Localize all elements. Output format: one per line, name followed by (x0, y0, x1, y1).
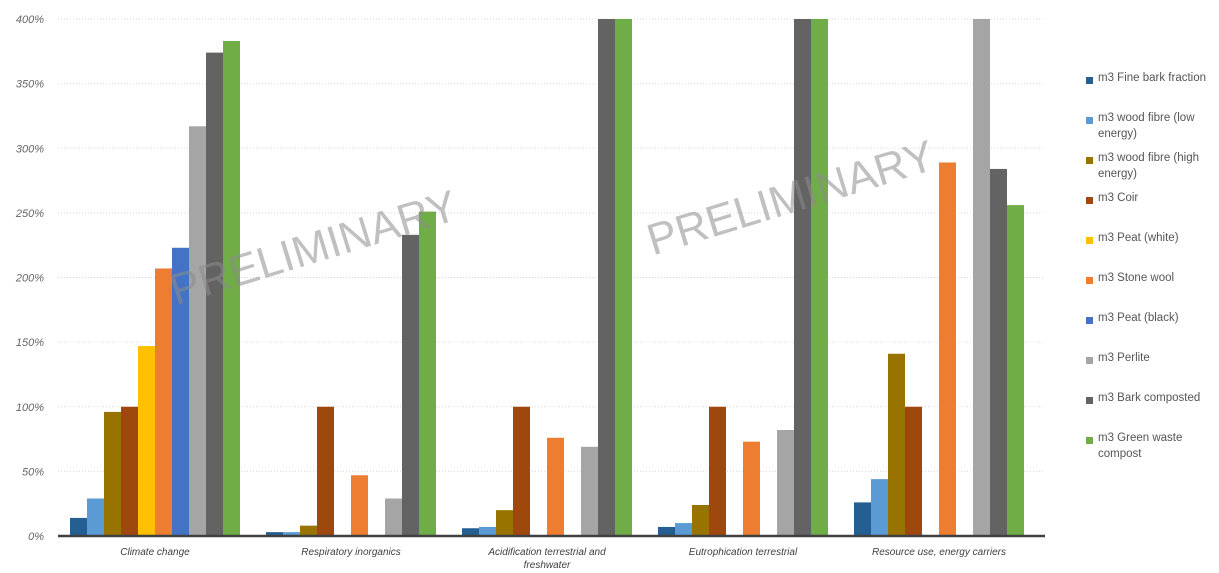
y-tick-label: 100% (16, 402, 44, 414)
bar (419, 211, 436, 536)
legend-label: m3 Bark composted (1098, 392, 1201, 404)
legend-swatch (1086, 237, 1093, 244)
bar (1007, 205, 1024, 536)
bar (300, 525, 317, 536)
legend-item: m3 Green waste compost (1086, 430, 1219, 470)
y-tick-label: 150% (16, 337, 44, 349)
bar (675, 523, 692, 536)
legend-label: m3 Coir (1098, 192, 1139, 204)
legend-item: m3 Bark composted (1086, 390, 1219, 430)
y-tick-label: 50% (22, 466, 44, 478)
watermark: PRELIMINARY (641, 131, 940, 265)
legend-label: m3 Perlite (1098, 352, 1150, 364)
bar (871, 479, 888, 536)
bar (709, 406, 726, 536)
bar (189, 126, 206, 536)
legend-swatch (1086, 157, 1093, 164)
bar (794, 19, 811, 536)
bar (402, 234, 419, 536)
y-tick-label: 200% (15, 273, 44, 285)
legend-item: m3 Stone wool (1086, 270, 1219, 310)
legend-swatch (1086, 437, 1093, 444)
legend-item: m3 Fine bark fraction (1086, 70, 1219, 110)
legend-label: m3 Peat (white) (1098, 232, 1179, 244)
legend-label: m3 wood fibre (low energy) (1098, 112, 1195, 140)
bar (104, 411, 121, 536)
legend-item: m3 Perlite (1086, 350, 1219, 390)
bar (939, 162, 956, 536)
y-tick-label: 0% (28, 531, 44, 543)
bar (547, 437, 564, 536)
x-tick-label: Climate change (120, 547, 190, 558)
legend-item: m3 Peat (black) (1086, 310, 1219, 350)
legend-swatch (1086, 277, 1093, 284)
legend-label: m3 Green waste compost (1098, 432, 1183, 460)
bar (385, 498, 402, 536)
y-tick-label: 300% (16, 143, 44, 155)
bar (658, 526, 675, 536)
bar (223, 40, 240, 536)
legend-swatch (1086, 397, 1093, 404)
legend-item: m3 Coir (1086, 190, 1219, 230)
bar (351, 475, 368, 536)
y-tick-label: 350% (16, 79, 44, 91)
x-tick-label: Eutrophication terrestrial (689, 547, 798, 558)
chart-legend: m3 Fine bark fraction m3 wood fibre (low … (1086, 70, 1219, 470)
bar (172, 247, 189, 536)
legend-item: m3 wood fibre (high energy) (1086, 150, 1219, 190)
bar (743, 441, 760, 536)
bar (513, 406, 530, 536)
legend-label: m3 Stone wool (1098, 272, 1175, 284)
x-tick-label: Acidification terrestrial and freshwater (487, 547, 606, 568)
y-tick-label: 250% (15, 208, 44, 220)
legend-label: m3 wood fibre (high energy) (1098, 152, 1199, 180)
legend-swatch (1086, 317, 1093, 324)
bar (777, 430, 794, 536)
x-tick-label: Resource use, energy carriers (872, 547, 1006, 558)
bar (496, 510, 513, 536)
legend-item: m3 wood fibre (low energy) (1086, 110, 1219, 150)
x-tick-label: Respiratory inorganics (301, 547, 401, 558)
y-tick-label: 400% (16, 14, 44, 26)
bar (598, 19, 615, 536)
legend-label: m3 Fine bark fraction (1098, 72, 1207, 84)
bar (283, 532, 300, 536)
bar (615, 19, 632, 536)
bar (811, 19, 828, 536)
bar (70, 517, 87, 536)
legend-item: m3 Peat (white) (1086, 230, 1219, 270)
bar (581, 446, 598, 536)
bar (692, 504, 709, 536)
legend-swatch (1086, 357, 1093, 364)
bar (121, 406, 138, 536)
bar (973, 19, 990, 536)
legend-swatch (1086, 117, 1093, 124)
bar (317, 406, 334, 536)
bar (990, 168, 1007, 536)
legend-label: m3 Peat (black) (1098, 312, 1179, 324)
bar (138, 346, 155, 536)
legend-swatch (1086, 197, 1093, 204)
bar (87, 498, 104, 536)
bar (905, 406, 922, 536)
bar (206, 52, 223, 536)
bar (155, 268, 172, 536)
bar (888, 353, 905, 536)
bar (854, 502, 871, 536)
bar (462, 528, 479, 536)
bar (266, 532, 283, 536)
legend-swatch (1086, 77, 1093, 84)
bar (479, 526, 496, 536)
